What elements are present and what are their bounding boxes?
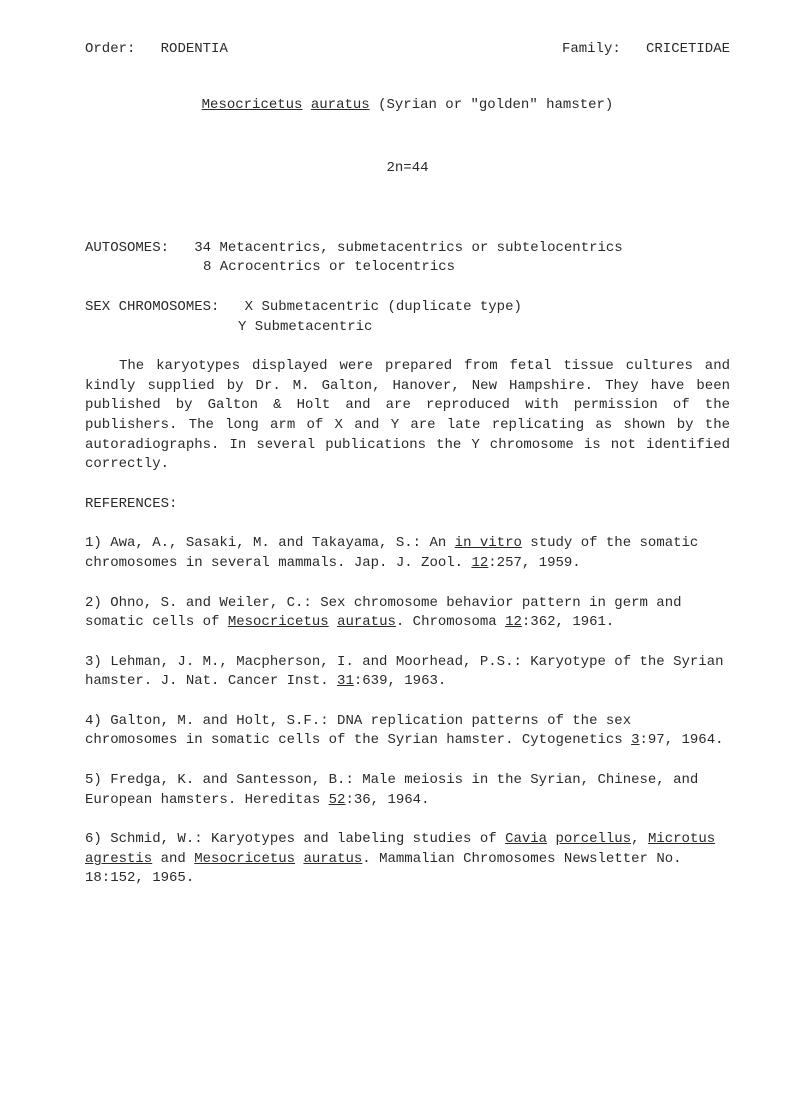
ref2-space xyxy=(329,614,337,630)
body-paragraph: The karyotypes displayed were prepared f… xyxy=(85,357,730,475)
sex-chrom-line2: Y Submetacentric xyxy=(238,319,372,335)
ref1-underline-2: 12 xyxy=(471,555,488,571)
ref5-underline-1: 52 xyxy=(329,792,346,808)
family-value: CRICETIDAE xyxy=(646,41,730,57)
sex-chrom-line1: X Submetacentric (duplicate type) xyxy=(245,299,522,315)
autosomes-block: AUTOSOMES: 34 Metacentrics, submetacentr… xyxy=(85,239,730,278)
species-title: Mesocricetus auratus (Syrian or "golden"… xyxy=(85,96,730,116)
ref6-underline-4: agrestis xyxy=(85,851,152,867)
chromosome-count: 2n=44 xyxy=(85,159,730,179)
ref2-underline-2: auratus xyxy=(337,614,396,630)
order-block: Order: RODENTIA xyxy=(85,40,228,60)
autosomes-line1: 34 Metacentrics, submetacentrics or subt… xyxy=(194,240,622,256)
ref6-underline-2: porcellus xyxy=(556,831,632,847)
order-value: RODENTIA xyxy=(161,41,228,57)
ref5-text-b: :36, 1964. xyxy=(345,792,429,808)
ref3-underline-1: 31 xyxy=(337,673,354,689)
header-row: Order: RODENTIA Family: CRICETIDAE xyxy=(85,40,730,60)
reference-5: 5) Fredga, K. and Santesson, B.: Male me… xyxy=(85,771,730,810)
ref6-text-b: , xyxy=(631,831,648,847)
ref1-text-a: 1) Awa, A., Sasaki, M. and Takayama, S.:… xyxy=(85,535,455,551)
family-block: Family: CRICETIDAE xyxy=(562,40,730,60)
reference-6: 6) Schmid, W.: Karyotypes and labeling s… xyxy=(85,830,730,889)
family-label: Family: xyxy=(562,41,621,57)
autosomes-label: AUTOSOMES: xyxy=(85,240,169,256)
order-label: Order: xyxy=(85,41,135,57)
species-genus: Mesocricetus xyxy=(202,97,303,113)
ref6-text-c: and xyxy=(152,851,194,867)
ref6-underline-6: auratus xyxy=(303,851,362,867)
sex-chrom-label: SEX CHROMOSOMES: xyxy=(85,299,219,315)
ref2-underline-1: Mesocricetus xyxy=(228,614,329,630)
species-common: (Syrian or "golden" hamster) xyxy=(378,97,613,113)
references-heading: REFERENCES: xyxy=(85,495,730,515)
ref1-text-c: :257, 1959. xyxy=(488,555,580,571)
ref2-underline-3: 12 xyxy=(505,614,522,630)
ref2-text-b: . Chromosoma xyxy=(396,614,505,630)
document-page: Order: RODENTIA Family: CRICETIDAE Mesoc… xyxy=(0,0,800,949)
ref6-sp1 xyxy=(547,831,555,847)
autosomes-line2: 8 Acrocentrics or telocentrics xyxy=(203,259,455,275)
species-epithet: auratus xyxy=(311,97,370,113)
reference-1: 1) Awa, A., Sasaki, M. and Takayama, S.:… xyxy=(85,534,730,573)
ref3-text-b: :639, 1963. xyxy=(354,673,446,689)
ref4-underline-1: 3 xyxy=(631,732,639,748)
ref4-text-b: :97, 1964. xyxy=(640,732,724,748)
ref6-underline-5: Mesocricetus xyxy=(194,851,295,867)
reference-4: 4) Galton, M. and Holt, S.F.: DNA replic… xyxy=(85,712,730,751)
ref6-underline-3: Microtus xyxy=(648,831,715,847)
ref4-text-a: 4) Galton, M. and Holt, S.F.: DNA replic… xyxy=(85,713,631,749)
reference-3: 3) Lehman, J. M., Macpherson, I. and Moo… xyxy=(85,653,730,692)
sex-chromosomes-block: SEX CHROMOSOMES: X Submetacentric (dupli… xyxy=(85,298,730,337)
ref1-underline-1: in vitro xyxy=(455,535,522,551)
reference-2: 2) Ohno, S. and Weiler, C.: Sex chromoso… xyxy=(85,594,730,633)
ref6-underline-1: Cavia xyxy=(505,831,547,847)
ref2-text-c: :362, 1961. xyxy=(522,614,614,630)
ref6-text-a: 6) Schmid, W.: Karyotypes and labeling s… xyxy=(85,831,505,847)
